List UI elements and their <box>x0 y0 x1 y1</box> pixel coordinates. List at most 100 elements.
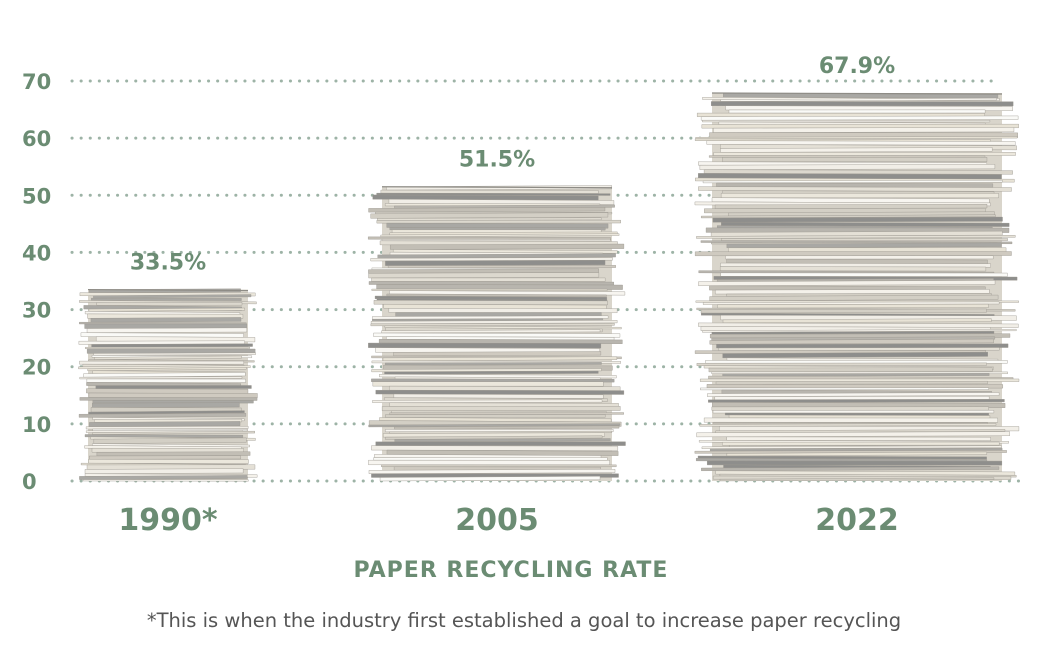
paper-sheet <box>381 329 601 334</box>
paper-sheet <box>79 397 258 401</box>
paper-sheet <box>698 280 996 286</box>
paper-sheet <box>700 115 1019 121</box>
paper-sheet <box>710 230 1003 237</box>
paper-sheet <box>728 109 986 114</box>
paper-sheet <box>91 297 242 301</box>
paper-sheet <box>700 378 1020 382</box>
paper-sheet <box>722 318 992 324</box>
paper-sheet <box>370 257 613 262</box>
paper-sheet <box>371 288 608 291</box>
paper-sheet <box>84 434 244 438</box>
paper-sheet <box>389 412 624 415</box>
paper-sheet <box>388 308 618 313</box>
paper-sheet <box>87 313 244 319</box>
paper-sheet <box>370 323 615 327</box>
paper-sheet <box>79 360 244 365</box>
paper-sheet <box>96 302 243 306</box>
paper-sheet <box>703 169 1013 175</box>
paper-sheet <box>95 336 256 343</box>
paper-sheet <box>384 325 622 330</box>
bar-2 <box>694 92 1020 482</box>
paper-sheet <box>722 441 1000 446</box>
data-labels: 33.5% 51.5% 67.9% <box>130 54 895 276</box>
paper-sheet <box>368 342 602 349</box>
paper-sheet <box>381 406 621 411</box>
paper-sheet <box>86 378 246 383</box>
paper-sheet <box>376 284 623 290</box>
footnote: *This is when the industry first establi… <box>146 609 902 632</box>
paper-sheet <box>720 97 997 102</box>
paper-sheet <box>719 266 987 272</box>
paper-sheet <box>703 417 998 423</box>
data-label-0: 33.5% <box>130 251 206 276</box>
paper-sheet <box>370 212 609 219</box>
paper-sheet <box>381 239 611 242</box>
paper-sheet <box>371 277 606 282</box>
y-tick-label: 0 <box>22 470 37 494</box>
paper-sheet <box>95 385 252 389</box>
paper-sheet <box>715 380 988 385</box>
paper-sheet <box>93 294 252 299</box>
paper-sheet <box>370 320 618 325</box>
paper-sheet <box>728 247 1007 252</box>
paper-sheet <box>696 431 1010 438</box>
paper-sheet <box>702 120 991 123</box>
paper-sheet <box>368 459 610 466</box>
paper-sheet <box>373 332 621 338</box>
paper-sheet <box>696 362 987 366</box>
bars <box>78 92 1020 482</box>
paper-sheet <box>88 410 245 415</box>
bar-1-top-edge <box>381 186 613 189</box>
paper-sheet <box>698 186 1012 192</box>
paper-sheet <box>725 105 1013 111</box>
y-tick-label: 60 <box>22 127 51 151</box>
paper-sheet <box>389 290 626 296</box>
paper-sheet <box>86 327 248 333</box>
paper-sheet <box>394 425 620 430</box>
paper-sheet <box>713 152 1016 156</box>
paper-sheet <box>715 429 1006 433</box>
paper-sheet <box>385 414 606 418</box>
paper-sheet <box>705 360 1008 364</box>
y-tick-label: 70 <box>22 70 51 94</box>
paper-sheet <box>92 400 254 404</box>
y-tick-label: 20 <box>22 356 51 380</box>
y-axis-ticks: 0 10 20 30 40 50 60 70 <box>22 70 51 494</box>
paper-sheet <box>701 214 996 219</box>
paper-sheet <box>726 242 1002 249</box>
paper-sheet <box>701 445 1002 449</box>
paper-sheet <box>707 460 1003 466</box>
paper-sheet <box>722 351 988 359</box>
paper-sheet <box>718 347 1000 351</box>
paper-sheet <box>84 468 244 474</box>
paper-sheet <box>376 220 621 224</box>
y-tick-label: 40 <box>22 241 51 265</box>
paper-sheet <box>89 455 241 460</box>
bar-0 <box>78 288 258 482</box>
paper-sheet <box>707 392 1000 397</box>
paper-sheet <box>702 301 1000 305</box>
paper-sheet <box>93 352 256 356</box>
paper-sheet <box>717 303 989 309</box>
paper-sheet <box>380 189 599 194</box>
paper-sheet <box>706 384 1003 389</box>
paper-sheet <box>79 475 248 480</box>
paper-sheet <box>712 216 1003 223</box>
paper-sheet <box>390 243 625 250</box>
paper-sheet <box>393 351 602 357</box>
paper-sheet <box>709 294 999 302</box>
paper-sheet <box>88 307 245 312</box>
paper-sheet <box>385 260 606 266</box>
paper-sheet <box>371 378 615 383</box>
paper-sheet <box>708 399 1005 403</box>
paper-sheet <box>694 251 1012 257</box>
paper-sheet <box>92 430 255 435</box>
paper-sheet <box>726 451 987 457</box>
paper-sheet <box>702 329 1017 333</box>
paper-sheet <box>387 265 616 269</box>
paper-sheet <box>371 368 602 373</box>
paper-sheet <box>373 457 608 461</box>
paper-sheet <box>709 338 994 345</box>
paper-sheet <box>722 373 990 377</box>
